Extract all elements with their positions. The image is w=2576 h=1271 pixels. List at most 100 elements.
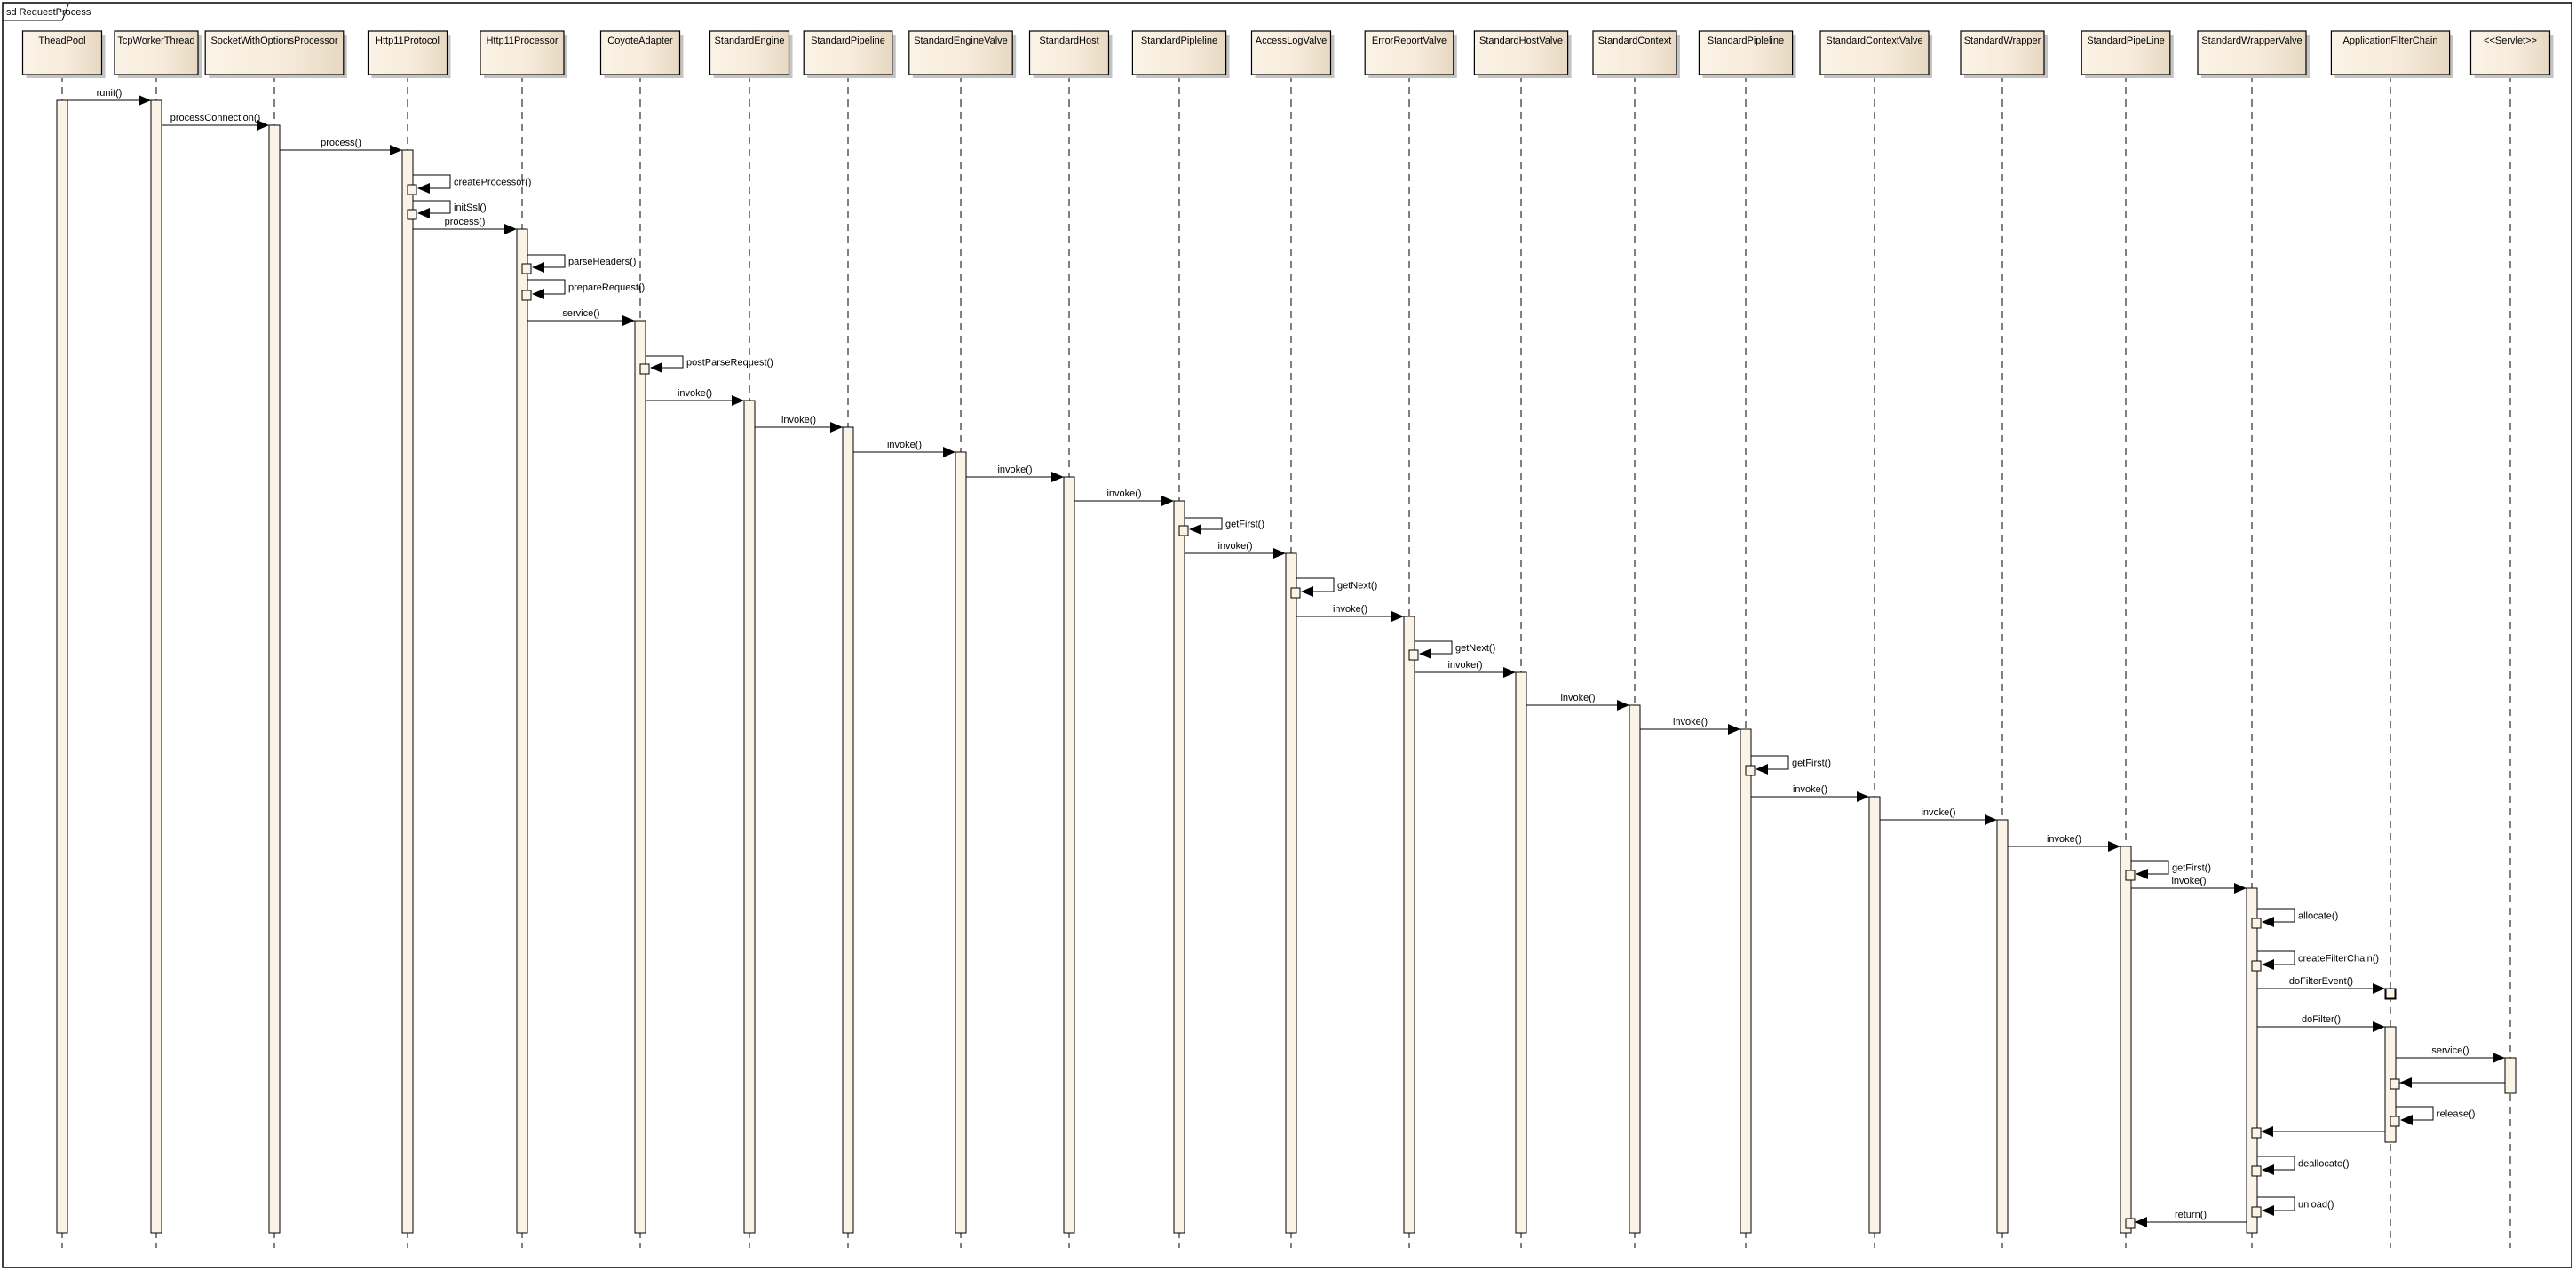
lifeline[interactable]: ApplicationFilterChain bbox=[2330, 30, 2453, 1248]
message-label: getNext() bbox=[1337, 581, 1377, 592]
self-message[interactable]: getFirst() bbox=[1178, 517, 1264, 536]
self-message[interactable]: getNext() bbox=[1290, 577, 1377, 599]
message[interactable]: doFilterEvent() bbox=[2257, 976, 2396, 999]
message[interactable]: service() bbox=[2396, 1045, 2505, 1063]
arrowhead-icon bbox=[2108, 841, 2120, 852]
arrowhead-icon bbox=[2262, 1164, 2274, 1175]
lifeline-box[interactable] bbox=[1960, 30, 2045, 75]
activation-bar bbox=[1515, 671, 1527, 1234]
arrowhead-icon bbox=[2400, 1115, 2413, 1125]
execution-box bbox=[2251, 960, 2262, 972]
message[interactable]: return() bbox=[2125, 1210, 2247, 1229]
lifeline-box[interactable] bbox=[1698, 30, 1794, 75]
self-message[interactable]: allocate() bbox=[2251, 908, 2338, 929]
message-label: unload() bbox=[2298, 1200, 2334, 1211]
lifeline-box[interactable] bbox=[2330, 30, 2451, 75]
message[interactable]: invoke() bbox=[1185, 541, 1286, 559]
message[interactable]: process() bbox=[280, 138, 402, 155]
lifeline-box[interactable] bbox=[204, 30, 345, 75]
lifeline-box[interactable] bbox=[1819, 30, 1930, 75]
lifeline[interactable]: StandardPipeLine bbox=[2081, 30, 2174, 1248]
self-message[interactable]: createFilterChain() bbox=[2251, 950, 2379, 972]
message-label: getFirst() bbox=[1225, 520, 1264, 530]
message[interactable]: service() bbox=[527, 308, 635, 326]
lifeline-box[interactable] bbox=[2469, 30, 2551, 75]
message[interactable]: invoke() bbox=[853, 440, 955, 457]
lifeline-box[interactable] bbox=[1473, 30, 1569, 75]
lifeline-box[interactable] bbox=[599, 30, 681, 75]
message[interactable]: invoke() bbox=[1296, 604, 1404, 622]
self-message[interactable]: prepareRequest() bbox=[521, 279, 645, 301]
self-message[interactable]: getFirst() bbox=[2125, 860, 2211, 881]
lifeline-box[interactable] bbox=[1592, 30, 1677, 75]
lifeline-box[interactable] bbox=[2197, 30, 2307, 75]
message-label: invoke() bbox=[1106, 489, 1141, 499]
lifeline-box[interactable] bbox=[1131, 30, 1227, 75]
message[interactable]: processConnection() bbox=[162, 113, 269, 131]
message[interactable]: invoke() bbox=[1751, 784, 1869, 802]
message[interactable]: invoke() bbox=[2131, 876, 2247, 894]
lifeline[interactable]: StandardPipleline bbox=[1698, 30, 1796, 1248]
self-message[interactable]: postParseRequest() bbox=[639, 355, 773, 375]
lifeline-box[interactable] bbox=[908, 30, 1013, 75]
lifeline-box[interactable] bbox=[1364, 30, 1454, 75]
self-message-line bbox=[413, 200, 451, 214]
message[interactable]: invoke() bbox=[1640, 717, 1740, 735]
execution-box bbox=[639, 363, 650, 375]
activation-bar bbox=[150, 99, 162, 1234]
message[interactable]: runit() bbox=[67, 88, 151, 106]
lifeline-label: StandardPipeLine bbox=[2087, 36, 2164, 46]
message-label: invoke() bbox=[781, 415, 816, 425]
lifeline-box[interactable] bbox=[2081, 30, 2171, 75]
lifeline-box[interactable] bbox=[1250, 30, 1332, 75]
message-label: process() bbox=[321, 138, 361, 148]
lifeline-box[interactable] bbox=[114, 30, 199, 75]
message[interactable]: invoke() bbox=[1415, 660, 1516, 678]
lifeline-box[interactable] bbox=[367, 30, 448, 75]
lifeline[interactable]: Http11Protocol bbox=[367, 30, 451, 1248]
message[interactable]: invoke() bbox=[1880, 807, 1997, 825]
message[interactable] bbox=[2390, 1077, 2505, 1090]
arrowhead-icon bbox=[417, 208, 430, 218]
lifeline[interactable]: StandardWrapperValve bbox=[2197, 30, 2310, 1248]
self-message[interactable]: getFirst() bbox=[1745, 755, 1831, 776]
message[interactable]: invoke() bbox=[966, 465, 1064, 482]
self-message[interactable]: createProcessor() bbox=[407, 174, 531, 195]
arrowhead-icon bbox=[417, 183, 430, 194]
message-label: invoke() bbox=[1673, 717, 1708, 727]
lifeline-box[interactable] bbox=[803, 30, 893, 75]
arrowhead-icon bbox=[2373, 1021, 2385, 1032]
message-label: invoke() bbox=[887, 440, 922, 450]
message[interactable] bbox=[2251, 1126, 2385, 1139]
message[interactable]: process() bbox=[413, 217, 517, 234]
lifeline[interactable]: <<Servlet>> bbox=[2469, 30, 2554, 1248]
lifeline-box[interactable] bbox=[21, 30, 103, 75]
message[interactable]: doFilter() bbox=[2257, 1014, 2385, 1032]
self-message[interactable]: unload() bbox=[2251, 1196, 2334, 1218]
lifeline-box[interactable] bbox=[480, 30, 565, 75]
lifeline[interactable]: StandardPipleline bbox=[1131, 30, 1230, 1248]
self-message[interactable]: parseHeaders() bbox=[521, 254, 636, 274]
lifeline-box[interactable] bbox=[1028, 30, 1110, 75]
lifeline[interactable]: SocketWithOptionsProcessor bbox=[204, 30, 347, 1248]
message[interactable]: invoke() bbox=[1074, 489, 1174, 506]
message[interactable]: invoke() bbox=[2008, 834, 2120, 852]
self-message[interactable]: release() bbox=[2390, 1106, 2475, 1127]
activation-bar bbox=[1740, 728, 1752, 1234]
lifeline[interactable]: StandardContext bbox=[1592, 30, 1680, 1248]
message[interactable]: invoke() bbox=[755, 415, 843, 433]
lifeline[interactable]: StandardContextValve bbox=[1819, 30, 1932, 1248]
message[interactable]: invoke() bbox=[646, 388, 744, 406]
self-message[interactable]: getNext() bbox=[1408, 640, 1495, 661]
lifeline[interactable]: StandardWrapper bbox=[1960, 30, 2048, 1248]
message[interactable]: invoke() bbox=[1526, 693, 1629, 711]
activation-bar bbox=[2504, 1057, 2517, 1094]
arrowhead-icon bbox=[1756, 764, 1768, 775]
self-message[interactable]: deallocate() bbox=[2251, 1156, 2349, 1177]
execution-box bbox=[407, 184, 417, 195]
lifeline-box[interactable] bbox=[709, 30, 790, 75]
self-message[interactable]: initSsl() bbox=[407, 200, 487, 220]
lifeline[interactable]: StandardHost bbox=[1028, 30, 1113, 1248]
lifeline[interactable]: StandardHostValve bbox=[1473, 30, 1572, 1248]
